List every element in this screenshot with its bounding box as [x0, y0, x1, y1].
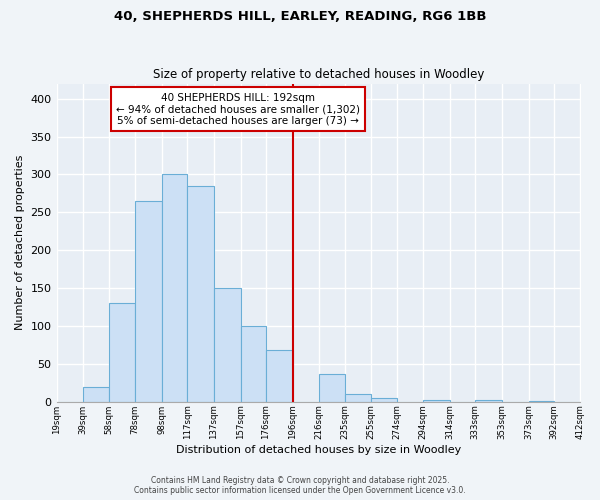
Bar	[423, 400, 450, 402]
Bar	[241, 326, 266, 402]
Bar	[214, 288, 241, 402]
Bar	[475, 400, 502, 402]
Text: 40, SHEPHERDS HILL, EARLEY, READING, RG6 1BB: 40, SHEPHERDS HILL, EARLEY, READING, RG6…	[114, 10, 486, 23]
Text: Contains HM Land Registry data © Crown copyright and database right 2025.
Contai: Contains HM Land Registry data © Crown c…	[134, 476, 466, 495]
Bar	[344, 394, 371, 402]
Text: 40 SHEPHERDS HILL: 192sqm
← 94% of detached houses are smaller (1,302)
5% of sem: 40 SHEPHERDS HILL: 192sqm ← 94% of detac…	[116, 92, 360, 126]
Bar	[187, 186, 214, 402]
Bar	[83, 386, 109, 402]
Bar	[319, 374, 344, 402]
Bar	[135, 201, 162, 402]
Bar	[529, 401, 554, 402]
Bar	[266, 350, 293, 402]
Bar	[371, 398, 397, 402]
Title: Size of property relative to detached houses in Woodley: Size of property relative to detached ho…	[153, 68, 484, 81]
X-axis label: Distribution of detached houses by size in Woodley: Distribution of detached houses by size …	[176, 445, 461, 455]
Bar	[109, 304, 135, 402]
Y-axis label: Number of detached properties: Number of detached properties	[15, 155, 25, 330]
Bar	[162, 174, 187, 402]
